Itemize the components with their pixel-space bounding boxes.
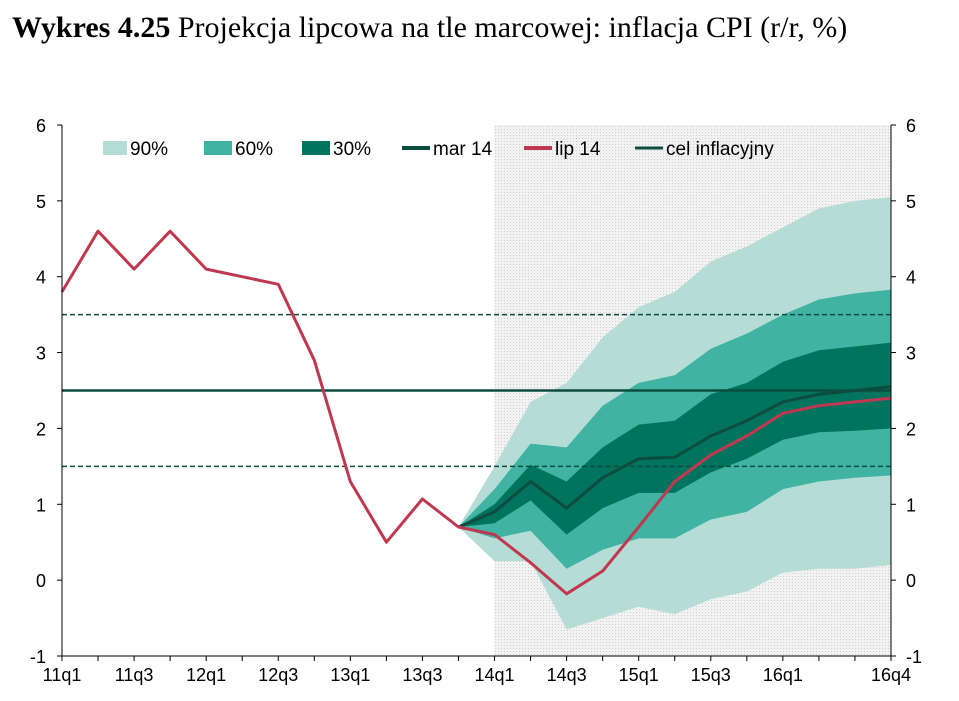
x-tick-label: 15q1 bbox=[619, 665, 659, 685]
y-tick-label-left: 3 bbox=[36, 344, 46, 364]
legend-swatch-4 bbox=[524, 146, 552, 150]
x-tick-label: 13q3 bbox=[402, 665, 442, 685]
legend-swatch-0 bbox=[103, 141, 127, 155]
chart-title: Wykres 4.25 Projekcja lipcowa na tle mar… bbox=[12, 8, 940, 48]
chart-title-text: Projekcja lipcowa na tle marcowej: infla… bbox=[177, 11, 848, 44]
x-tick-label: 15q3 bbox=[691, 665, 731, 685]
y-tick-label-left: 2 bbox=[36, 419, 46, 439]
x-tick-label: 11q3 bbox=[115, 665, 154, 685]
x-tick-label: 11q1 bbox=[43, 665, 82, 685]
legend-label-3: mar 14 bbox=[433, 139, 493, 160]
y-tick-label-right: 6 bbox=[906, 116, 916, 136]
legend-label-5: cel inflacyjny bbox=[666, 139, 774, 160]
y-tick-label-right: 5 bbox=[906, 192, 916, 212]
x-tick-label: 16q4 bbox=[871, 665, 911, 685]
x-tick-label: 14q3 bbox=[547, 665, 587, 685]
legend-swatch-5 bbox=[635, 146, 663, 150]
legend-label-4: lip 14 bbox=[555, 139, 601, 160]
y-tick-label-left: 6 bbox=[36, 116, 46, 136]
y-tick-label-left: 5 bbox=[36, 192, 46, 212]
legend-label-1: 60% bbox=[235, 139, 273, 160]
legend-swatch-1 bbox=[204, 141, 232, 155]
x-tick-label: 16q1 bbox=[763, 665, 803, 685]
series-lip14-line bbox=[60, 229, 892, 596]
y-tick-label-right: 4 bbox=[906, 268, 916, 288]
x-tick-label: 12q3 bbox=[258, 665, 298, 685]
legend-label-2: 30% bbox=[333, 139, 371, 160]
y-tick-label-left: 4 bbox=[36, 268, 46, 288]
x-tick-label: 14q1 bbox=[474, 665, 514, 685]
series-mar14-line bbox=[457, 385, 892, 529]
y-tick-label-left: -1 bbox=[30, 647, 46, 667]
legend-label-0: 90% bbox=[130, 139, 168, 160]
legend-swatch-2 bbox=[302, 141, 330, 155]
y-tick-label-right: 2 bbox=[906, 419, 916, 439]
y-tick-label-left: 1 bbox=[36, 495, 46, 515]
y-tick-label-right: 0 bbox=[906, 571, 916, 591]
y-tick-label-left: 0 bbox=[36, 571, 46, 591]
y-tick-label-right: -1 bbox=[906, 647, 922, 667]
legend-swatch-3 bbox=[402, 146, 430, 150]
x-tick-label: 12q1 bbox=[186, 665, 226, 685]
y-tick-label-right: 1 bbox=[906, 495, 916, 515]
y-tick-label-right: 3 bbox=[906, 344, 916, 364]
x-tick-label: 13q1 bbox=[330, 665, 370, 685]
chart-title-number: Wykres 4.25 bbox=[12, 11, 171, 44]
